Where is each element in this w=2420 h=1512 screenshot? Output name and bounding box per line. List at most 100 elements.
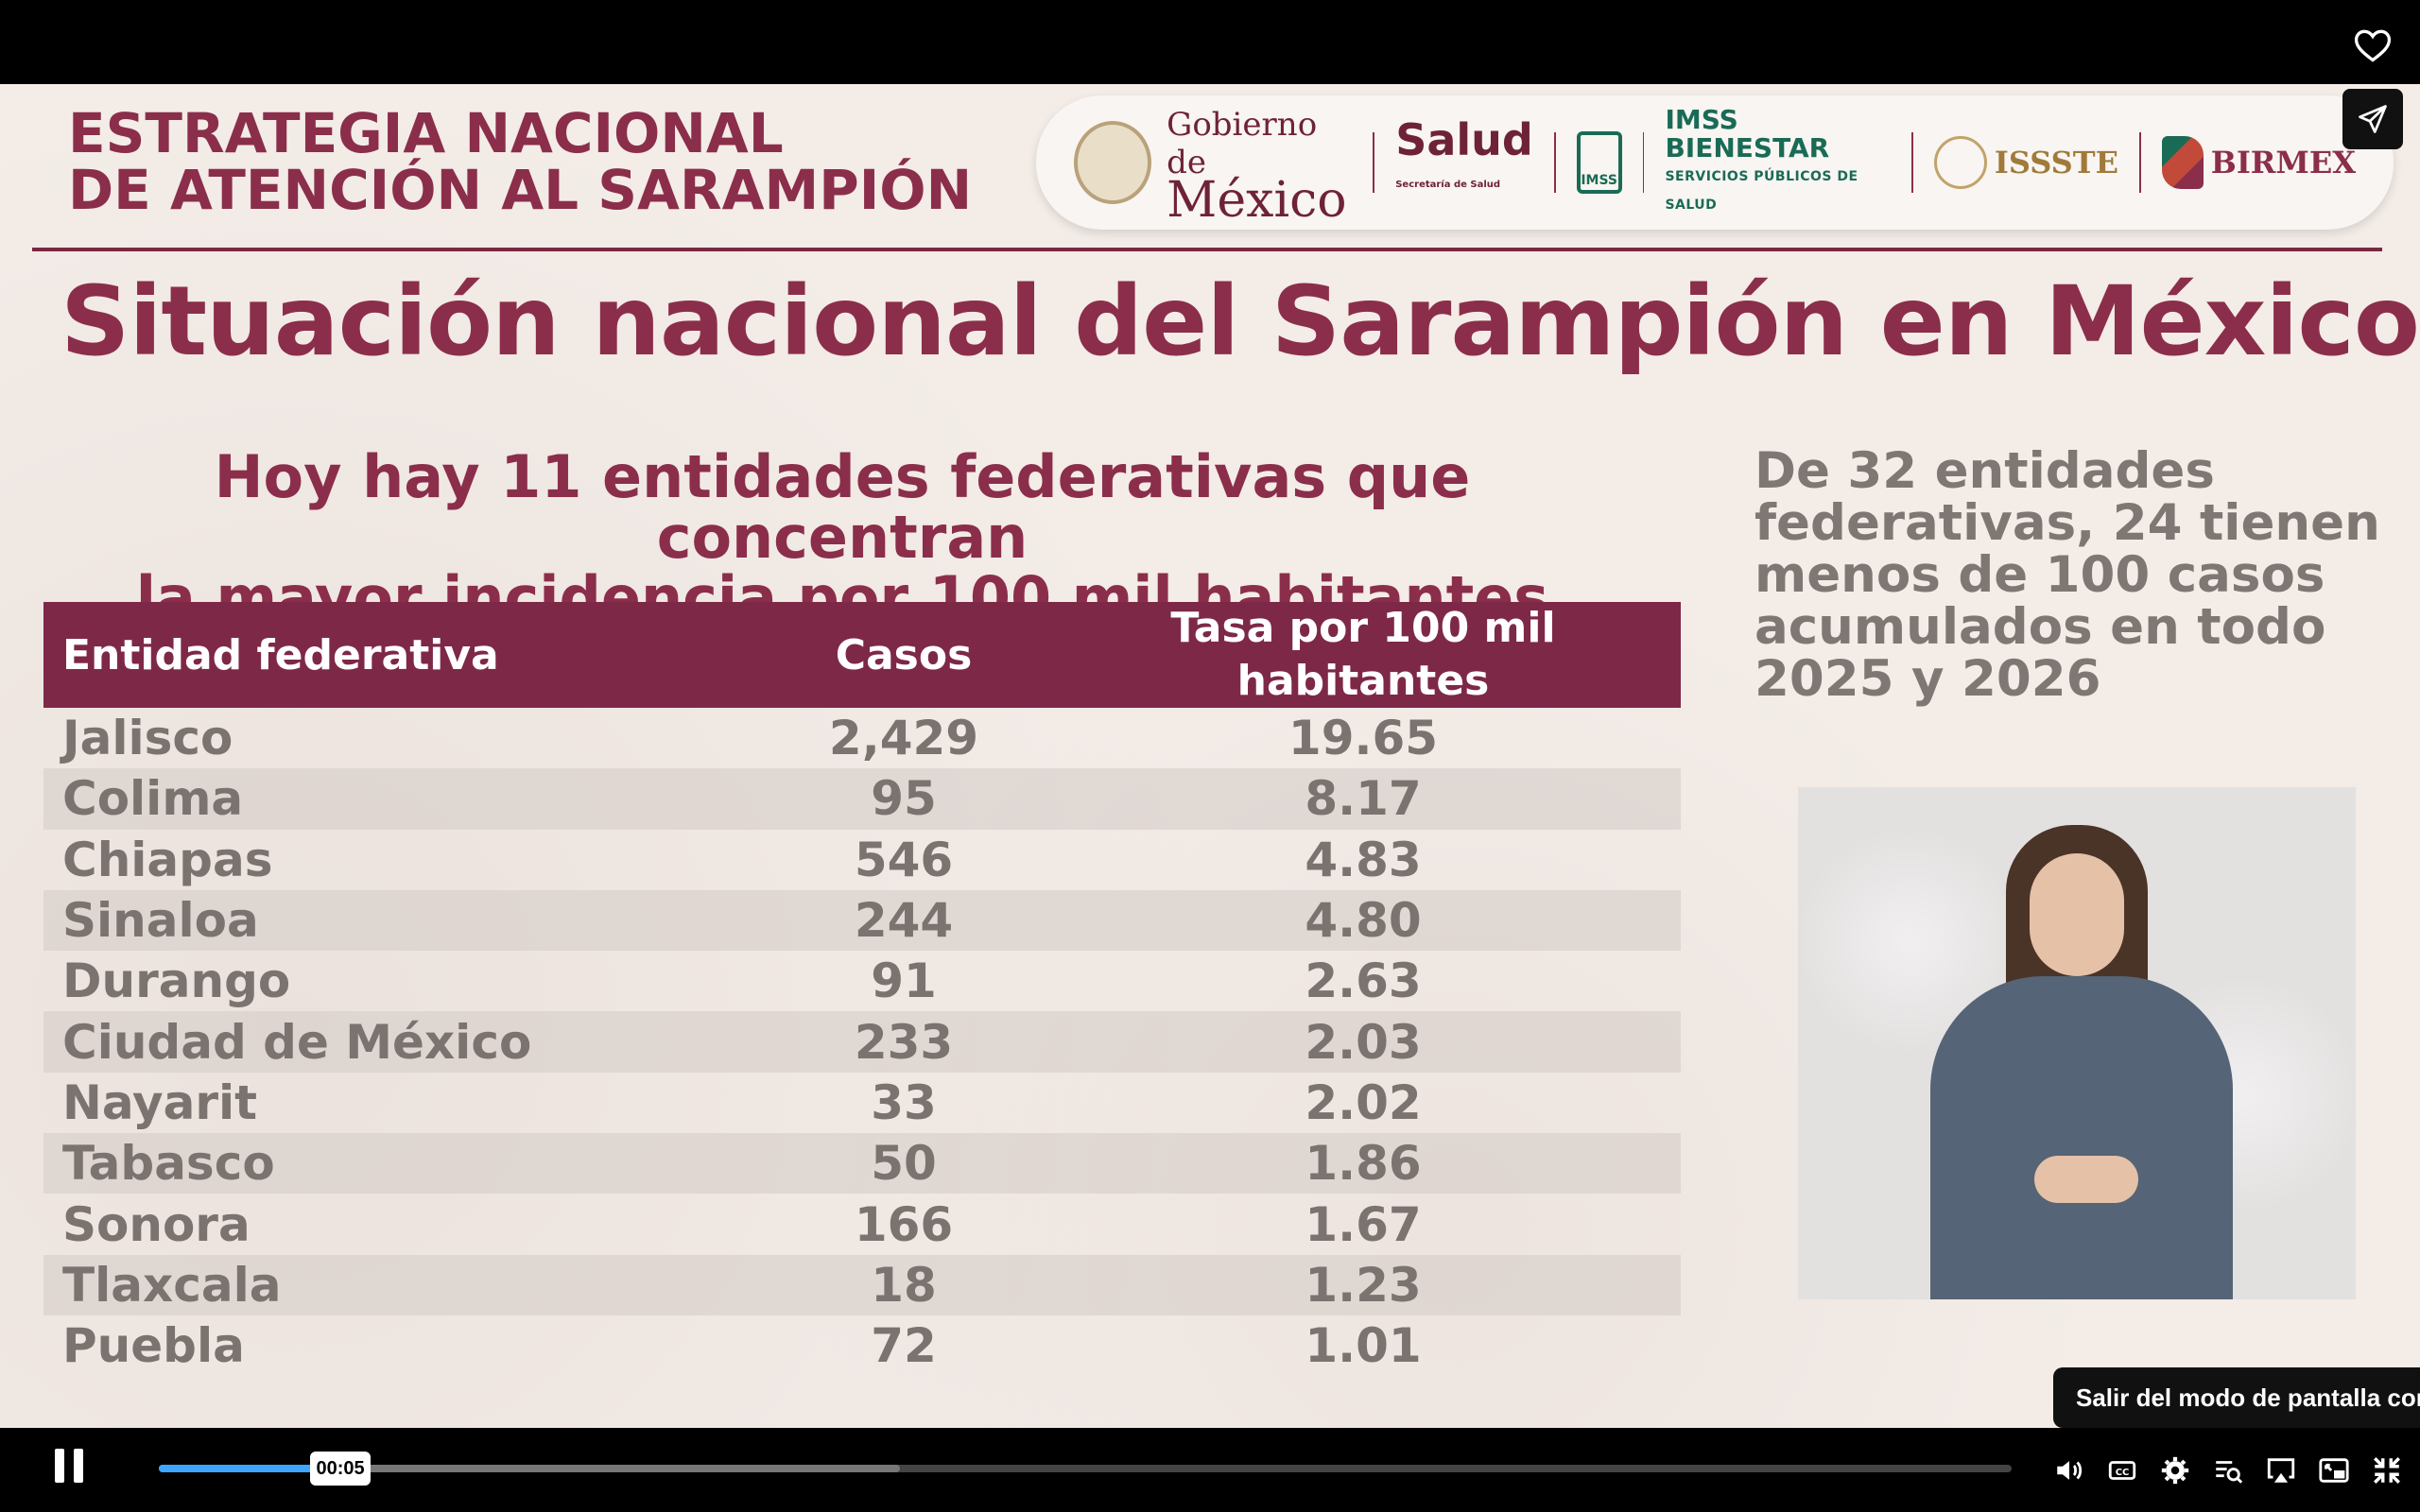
- played-bar: [159, 1465, 341, 1472]
- pip-icon[interactable]: [2318, 1454, 2350, 1486]
- cell-casos: 166: [854, 1196, 954, 1252]
- cell-tasa: 8.17: [1305, 771, 1422, 827]
- control-icons: CC: [2053, 1445, 2403, 1496]
- birmex-logo: BIRMEX: [2161, 136, 2357, 189]
- table-row: Colima 95 8.17: [43, 768, 1681, 830]
- logos-banner: Gobierno de México Salud Secretaría de S…: [1036, 95, 2394, 230]
- settings-icon[interactable]: [2159, 1454, 2191, 1486]
- cell-casos: 2,429: [828, 711, 979, 766]
- table-row: Puebla 72 1.01: [43, 1315, 1681, 1376]
- cell-tasa: 19.65: [1288, 711, 1439, 766]
- cell-casos: 546: [854, 832, 954, 887]
- bienestar-label: IMSS BIENESTAR: [1665, 104, 1830, 163]
- salud-sub-label: Secretaría de Salud: [1395, 180, 1501, 190]
- mexico-label: México: [1167, 172, 1347, 229]
- cell-casos: 33: [871, 1074, 937, 1130]
- cell-entidad: Jalisco: [62, 711, 233, 766]
- share-icon[interactable]: [2342, 89, 2403, 149]
- strategy-line-2: DE ATENCIÓN AL SARAMPIÓN: [68, 158, 973, 222]
- cell-entidad: Puebla: [62, 1318, 245, 1374]
- bienestar-sub-label: SERVICIOS PÚBLICOS DE SALUD: [1665, 169, 1858, 213]
- salud-logo: Salud Secretaría de Salud: [1395, 117, 1533, 208]
- cell-tasa: 1.67: [1305, 1196, 1422, 1252]
- table-row: Sinaloa 244 4.80: [43, 889, 1681, 952]
- cell-casos: 50: [871, 1136, 937, 1192]
- strategy-heading: ESTRATEGIA NACIONAL DE ATENCIÓN AL SARAM…: [68, 105, 972, 218]
- cell-entidad: Sinaloa: [62, 893, 259, 949]
- issste-label: ISSSTE: [1994, 145, 2118, 180]
- header-entidad: Entidad federativa: [62, 630, 499, 679]
- table-row: Ciudad de México 233 2.03: [43, 1011, 1681, 1073]
- incidence-table: Entidad federativa Casos Tasa por 100 mi…: [43, 602, 1681, 1376]
- issste-icon: [1933, 136, 1987, 189]
- cell-casos: 72: [871, 1318, 937, 1374]
- cell-entidad: Durango: [62, 954, 291, 1009]
- imss-logo: IMSS: [1576, 131, 1622, 194]
- title-rule: [32, 248, 2382, 251]
- divider: [1373, 132, 1375, 193]
- cell-entidad: Tlaxcala: [62, 1257, 282, 1313]
- cell-casos: 91: [871, 954, 937, 1009]
- issste-logo: ISSSTE: [1933, 136, 2118, 189]
- birmex-label: BIRMEX: [2210, 145, 2357, 180]
- header-tasa: Tasa por 100 mil habitantes: [1170, 604, 1556, 705]
- header-casos: Casos: [835, 630, 973, 679]
- queue-icon[interactable]: [2212, 1454, 2244, 1486]
- cell-tasa: 4.83: [1305, 832, 1422, 887]
- buffered-bar: [159, 1465, 900, 1472]
- cell-entidad: Sonora: [62, 1196, 251, 1252]
- table-row: Durango 91 2.63: [43, 951, 1681, 1011]
- time-tooltip: 00:05: [310, 1452, 372, 1486]
- strategy-line-1: ESTRATEGIA NACIONAL: [68, 101, 784, 165]
- cell-entidad: Chiapas: [62, 832, 273, 887]
- exit-fullscreen-icon[interactable]: [2371, 1454, 2403, 1486]
- table-row: Tlaxcala 18 1.23: [43, 1254, 1681, 1315]
- gobierno-label: Gobierno de: [1167, 106, 1318, 181]
- cell-tasa: 4.80: [1305, 893, 1422, 949]
- subtitle-line-1: Hoy hay 11 entidades federativas que con…: [214, 442, 1471, 572]
- pause-icon[interactable]: [55, 1449, 83, 1483]
- imss-icon: IMSS: [1576, 131, 1622, 194]
- national-seal-icon: [1074, 121, 1152, 204]
- side-note: De 32 entidades federativas, 24 tienen m…: [1754, 442, 2380, 708]
- interpreter-body: [1930, 976, 2233, 1299]
- divider: [1911, 132, 1913, 193]
- heart-icon[interactable]: [2352, 25, 2394, 66]
- gobierno-logo: Gobierno de México: [1074, 106, 1352, 229]
- sign-language-interpreter: [1798, 787, 2356, 1299]
- cell-tasa: 2.63: [1305, 954, 1422, 1009]
- table-row: Tabasco 50 1.86: [43, 1133, 1681, 1194]
- airplay-icon[interactable]: [2265, 1454, 2297, 1486]
- cell-tasa: 2.02: [1305, 1074, 1422, 1130]
- interpreter-face: [2030, 853, 2124, 976]
- captions-icon[interactable]: CC: [2106, 1454, 2138, 1486]
- cell-entidad: Nayarit: [62, 1074, 258, 1130]
- cell-tasa: 2.03: [1305, 1014, 1422, 1070]
- imss-bienestar-logo: IMSS BIENESTAR SERVICIOS PÚBLICOS DE SAL…: [1665, 106, 1891, 219]
- cell-casos: 18: [871, 1257, 937, 1313]
- presentation-slide: ESTRATEGIA NACIONAL DE ATENCIÓN AL SARAM…: [0, 84, 2420, 1428]
- table-header: Entidad federativa Casos Tasa por 100 mi…: [43, 602, 1681, 708]
- divider: [1553, 132, 1556, 193]
- table-row: Chiapas 546 4.83: [43, 830, 1681, 890]
- birmex-icon: [2161, 136, 2204, 189]
- cell-entidad: Colima: [62, 771, 244, 827]
- imss-label: IMSS: [1581, 173, 1617, 188]
- cell-casos: 95: [871, 771, 937, 827]
- volume-icon[interactable]: [2053, 1454, 2085, 1486]
- cell-entidad: Tabasco: [62, 1136, 275, 1192]
- progress-bar[interactable]: 00:05: [159, 1452, 2012, 1486]
- cell-tasa: 1.23: [1305, 1257, 1422, 1313]
- cell-tasa: 1.86: [1305, 1136, 1422, 1192]
- table-body: Jalisco 2,429 19.65 Colima 95 8.17 Chiapas 546 4…: [43, 708, 1681, 1376]
- salud-label: Salud: [1395, 114, 1533, 165]
- cell-entidad: Ciudad de México: [62, 1014, 532, 1070]
- player-controls: 00:05 CC: [0, 1428, 2420, 1512]
- divider: [2138, 132, 2141, 193]
- cell-casos: 233: [854, 1014, 954, 1070]
- table-row: Nayarit 33 2.02: [43, 1073, 1681, 1133]
- svg-text:CC: CC: [2116, 1468, 2130, 1478]
- cell-casos: 244: [854, 893, 954, 949]
- table-row: Jalisco 2,429 19.65: [43, 708, 1681, 768]
- slide-title: Situación nacional del Sarampión en Méxi…: [60, 266, 2420, 378]
